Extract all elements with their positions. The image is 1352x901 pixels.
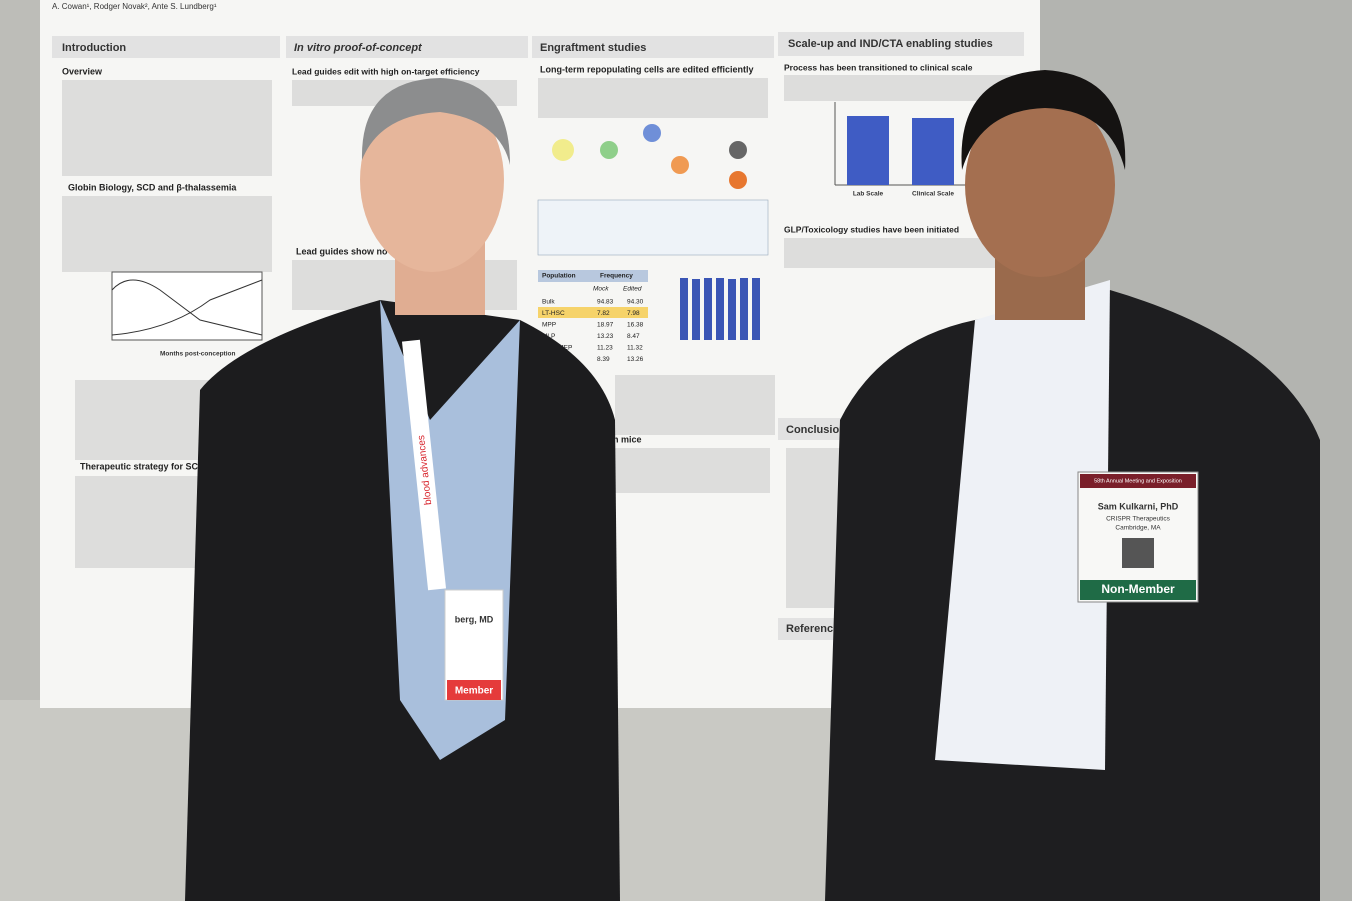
table-header: Edited — [623, 286, 642, 293]
globin-chart: Months post-conception — [111, 271, 263, 358]
badge-location: Cambridge, MA — [1115, 525, 1161, 532]
subheading: Lead guides edit with high on-target eff… — [292, 66, 480, 76]
lineage-diagram — [537, 124, 769, 256]
section-title: References — [786, 623, 845, 635]
person-right: 58th Annual Meeting and Exposition Sam K… — [825, 70, 1320, 901]
table-header: Frequency — [600, 273, 633, 280]
axis-label: Months post-conception — [160, 351, 235, 358]
subheading: Process has been transitioned to clinica… — [784, 62, 973, 72]
badge-name: berg, MD — [455, 614, 494, 624]
badge-status: Member — [455, 686, 493, 697]
frequency-table: Population Frequency Mock Edited Bulk 94.… — [538, 270, 648, 363]
subheading: Lead guides show no — [296, 246, 388, 256]
subheading: Long-term repopulating cells are edited … — [540, 64, 754, 74]
table-cell: 18.97 — [597, 322, 614, 329]
table-cell: 7.82 — [597, 310, 610, 317]
section-header — [286, 36, 528, 58]
table-cell: 11.32 — [627, 345, 643, 352]
table-cell: 13.26 — [627, 356, 644, 363]
table-cell: Bulk — [542, 299, 555, 306]
table-cell: 94.83 — [597, 299, 614, 306]
table-cell: 13.23 — [597, 333, 614, 340]
engraftment-chart — [680, 278, 760, 340]
table-cell: 11.23 — [597, 345, 613, 352]
badge-event: 58th Annual Meeting and Exposition — [1094, 478, 1182, 484]
chart-label: Lab Scale — [853, 191, 884, 198]
table-cell: 8.39 — [597, 356, 610, 363]
section-title: Engraftment studies — [540, 42, 646, 54]
table-cell: 8.47 — [627, 333, 640, 340]
badge-status: Non-Member — [1101, 582, 1175, 596]
subheading: Therapeutic strategy for SCD — [80, 461, 205, 471]
subheading: Globin Biology, SCD and β-thalassemia — [68, 182, 237, 192]
section-title: In vitro proof-of-concept — [294, 42, 423, 54]
table-cell: LT-HSC — [542, 310, 565, 317]
section-title: Introduction — [62, 42, 126, 54]
subheading: Overview — [62, 66, 103, 76]
chart-label: Clinical Scale — [912, 191, 954, 198]
badge-name: Sam Kulkarni, PhD — [1098, 501, 1179, 511]
table-header: Population — [542, 273, 576, 280]
authors: A. Cowan¹, Rodger Novak², Ante S. Lundbe… — [52, 2, 217, 11]
person-left: berg, MD Member blood advances — [185, 78, 620, 901]
table-header: Mock — [593, 286, 609, 293]
scale-chart: Lab Scale Clinical Scale — [834, 102, 975, 198]
section-header — [52, 36, 280, 58]
table-cell: 16.38 — [627, 322, 644, 329]
table-cell: MPP — [542, 322, 556, 329]
subheading: GLP/Toxicology studies have been initiat… — [784, 224, 959, 234]
badge-company: CRISPR Therapeutics — [1106, 516, 1171, 523]
table-cell: 7.98 — [627, 310, 640, 317]
section-header — [532, 36, 774, 58]
section-header — [778, 32, 1024, 56]
section-title: Scale-up and IND/CTA enabling studies — [788, 38, 993, 50]
section-title: Conclusions — [786, 424, 852, 436]
table-cell: 94.30 — [627, 299, 644, 306]
